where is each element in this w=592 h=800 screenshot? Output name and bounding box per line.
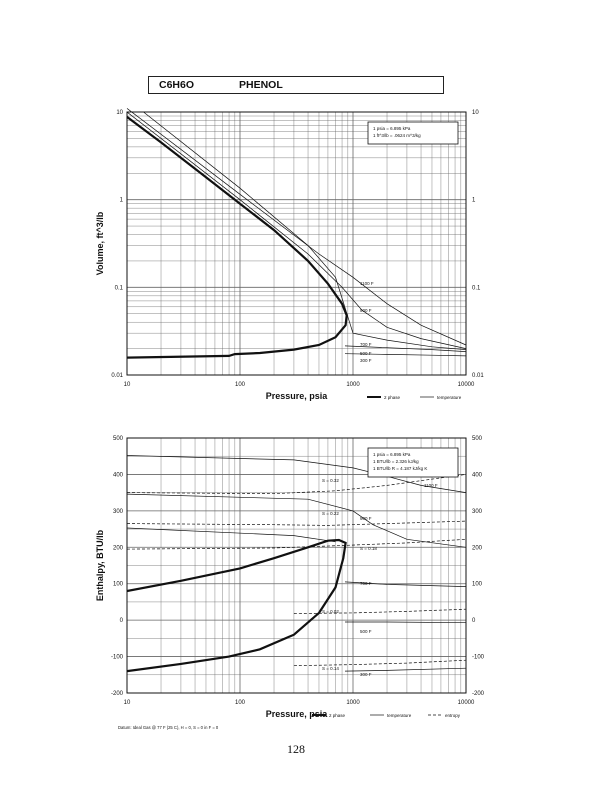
temperature-label: 500 F bbox=[360, 351, 372, 356]
y-tick-label-left: 500 bbox=[113, 436, 124, 442]
y-tick-label-left: 100 bbox=[113, 582, 124, 588]
legend-label: 2 phase bbox=[384, 395, 401, 400]
chemical-formula: C6H6O bbox=[159, 79, 195, 91]
temp-series-5 bbox=[345, 621, 467, 624]
temperature-label: 1100 F bbox=[360, 281, 374, 286]
temperature-label: 300 F bbox=[360, 358, 372, 363]
temp-series-2 bbox=[126, 111, 467, 349]
conversion-text: 1 ft^3/lb = .0624 m^3/kg bbox=[373, 133, 421, 138]
x-tick-label: 1000 bbox=[346, 700, 360, 706]
datum-note: Datum: Ideal Gas @ 77 F (25 C), H = 0, S… bbox=[118, 725, 219, 730]
y-tick-label-left: 10 bbox=[116, 110, 123, 116]
y-tick-label-left: 300 bbox=[113, 509, 124, 515]
legend-label: temperature bbox=[387, 713, 412, 718]
conversion-box bbox=[367, 121, 459, 145]
temperature-label: 900 F bbox=[360, 516, 372, 521]
y-tick-label-left: -100 bbox=[111, 655, 124, 661]
phase-series-0 bbox=[126, 538, 347, 673]
legend-label: 2 phase bbox=[329, 713, 346, 718]
temp-series-1 bbox=[126, 108, 467, 346]
temperature-label: 300 F bbox=[360, 672, 372, 677]
y-tick-label-right: 100 bbox=[472, 582, 483, 588]
entropy-label: S = 0.22 bbox=[322, 511, 339, 516]
y-tick-label-right: 400 bbox=[472, 472, 483, 478]
entropy-label: S = 0.14 bbox=[322, 666, 339, 671]
y-tick-label-right: 300 bbox=[472, 509, 483, 515]
temperature-label: 500 F bbox=[360, 629, 372, 634]
y-tick-label-left: 1 bbox=[120, 198, 124, 204]
x-tick-label: 10000 bbox=[458, 382, 475, 388]
y-tick-label-left: 200 bbox=[113, 545, 124, 551]
temp-series-3 bbox=[126, 527, 336, 543]
entropy-series-10 bbox=[293, 608, 467, 614]
conversion-text: 1 BTU/lb = 2.326 kJ/kg bbox=[373, 459, 419, 464]
legend-label: entropy bbox=[445, 713, 461, 718]
legend-label: temperature bbox=[437, 395, 462, 400]
title-box: C6H6O PHENOL bbox=[148, 76, 444, 94]
y-tick-label-left: -200 bbox=[111, 691, 124, 697]
y-axis-label: Enthalpy, BTU/lb bbox=[95, 529, 105, 601]
temperature-label: 1100 F bbox=[424, 483, 438, 488]
y-tick-label-left: 400 bbox=[113, 472, 124, 478]
temp-series-4 bbox=[344, 345, 467, 352]
x-tick-label: 10 bbox=[124, 700, 131, 706]
y-tick-label-right: 500 bbox=[472, 436, 483, 442]
y-tick-label-left: 0.1 bbox=[115, 285, 124, 291]
chart2-grid bbox=[126, 437, 466, 694]
temp-series-2 bbox=[126, 493, 467, 548]
temp-series-3 bbox=[143, 111, 467, 350]
chart2-frame bbox=[126, 437, 467, 694]
conversion-box bbox=[367, 447, 459, 478]
y-axis-label: Volume, ft^3/lb bbox=[95, 211, 105, 275]
chart1-frame bbox=[126, 111, 467, 376]
y-tick-label-right: -200 bbox=[472, 691, 485, 697]
y-tick-label-right: 200 bbox=[472, 545, 483, 551]
conversion-text: 1 psia = 6.895 kPa bbox=[373, 126, 411, 131]
y-tick-label-right: 0.1 bbox=[472, 285, 481, 291]
x-tick-label: 1000 bbox=[346, 382, 360, 388]
x-tick-label: 100 bbox=[235, 382, 246, 388]
entropy-series-9 bbox=[126, 520, 467, 526]
conversion-text: 1 BTU/lb R = 4.187 kJ/kg K bbox=[373, 466, 427, 471]
x-axis-label: Pressure, psia bbox=[266, 709, 329, 719]
entropy-label: S = 0.32 bbox=[322, 478, 339, 483]
x-tick-label: 10000 bbox=[458, 700, 475, 706]
y-tick-label-right: 1 bbox=[472, 198, 476, 204]
entropy-series-8 bbox=[126, 538, 467, 550]
temp-series-6 bbox=[344, 667, 467, 672]
x-tick-label: 10 bbox=[124, 382, 131, 388]
chemical-name: PHENOL bbox=[239, 79, 283, 91]
entropy-label: S = 0.18 bbox=[360, 546, 377, 551]
entropy-series-7 bbox=[126, 474, 467, 495]
y-tick-label-right: 0.01 bbox=[472, 373, 484, 379]
conversion-text: 1 psia = 6.895 kPa bbox=[373, 452, 411, 457]
page-number: 128 bbox=[287, 742, 305, 756]
temperature-label: 700 F bbox=[360, 581, 372, 586]
y-tick-label-right: 0 bbox=[472, 618, 476, 624]
y-tick-label-left: 0 bbox=[120, 618, 124, 624]
temperature-label: 700 F bbox=[360, 342, 372, 347]
y-tick-label-right: 10 bbox=[472, 110, 479, 116]
entropy-series-11 bbox=[293, 659, 467, 667]
temp-series-5 bbox=[344, 353, 467, 357]
temperature-label: 900 F bbox=[360, 308, 372, 313]
temp-series-4 bbox=[344, 581, 467, 587]
x-tick-label: 100 bbox=[235, 700, 246, 706]
x-axis-label: Pressure, psia bbox=[266, 391, 329, 401]
entropy-label: S = 0.02 bbox=[322, 609, 339, 614]
phase-series-0 bbox=[126, 116, 348, 359]
y-tick-label-left: 0.01 bbox=[111, 373, 123, 379]
y-tick-label-right: -100 bbox=[472, 655, 485, 661]
